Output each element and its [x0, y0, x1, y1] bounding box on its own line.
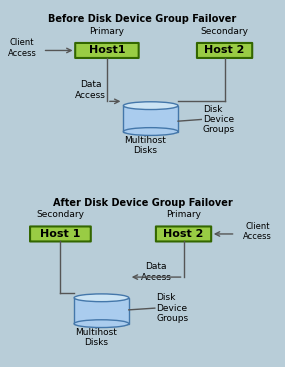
Text: Primary: Primary	[166, 210, 201, 219]
Text: Multihost
Disks: Multihost Disks	[124, 136, 166, 155]
Polygon shape	[74, 298, 129, 324]
Text: Data
Access: Data Access	[75, 80, 106, 100]
Text: Secondary: Secondary	[201, 27, 249, 36]
Text: Client
Access: Client Access	[8, 38, 36, 58]
Text: After Disk Device Group Failover: After Disk Device Group Failover	[53, 198, 232, 208]
Ellipse shape	[74, 320, 129, 327]
Text: Host 2: Host 2	[163, 229, 204, 239]
Text: Before Disk Device Group Failover: Before Disk Device Group Failover	[48, 14, 237, 24]
Text: Host 1: Host 1	[40, 229, 81, 239]
FancyBboxPatch shape	[156, 226, 211, 241]
Text: Disk
Device
Groups: Disk Device Groups	[203, 105, 235, 134]
Text: Client
Access: Client Access	[243, 222, 272, 241]
Ellipse shape	[123, 102, 178, 109]
Text: Host1: Host1	[89, 46, 125, 55]
Ellipse shape	[74, 294, 129, 302]
Text: Primary: Primary	[89, 27, 125, 36]
FancyBboxPatch shape	[75, 43, 139, 58]
FancyBboxPatch shape	[30, 226, 91, 241]
Text: Multihost
Disks: Multihost Disks	[75, 328, 117, 348]
Ellipse shape	[123, 128, 178, 135]
FancyBboxPatch shape	[197, 43, 252, 58]
Text: Host 2: Host 2	[204, 46, 245, 55]
Polygon shape	[123, 106, 178, 131]
Text: Secondary: Secondary	[36, 210, 84, 219]
Text: Data
Access: Data Access	[141, 262, 172, 281]
Text: Disk
Device
Groups: Disk Device Groups	[156, 293, 188, 323]
